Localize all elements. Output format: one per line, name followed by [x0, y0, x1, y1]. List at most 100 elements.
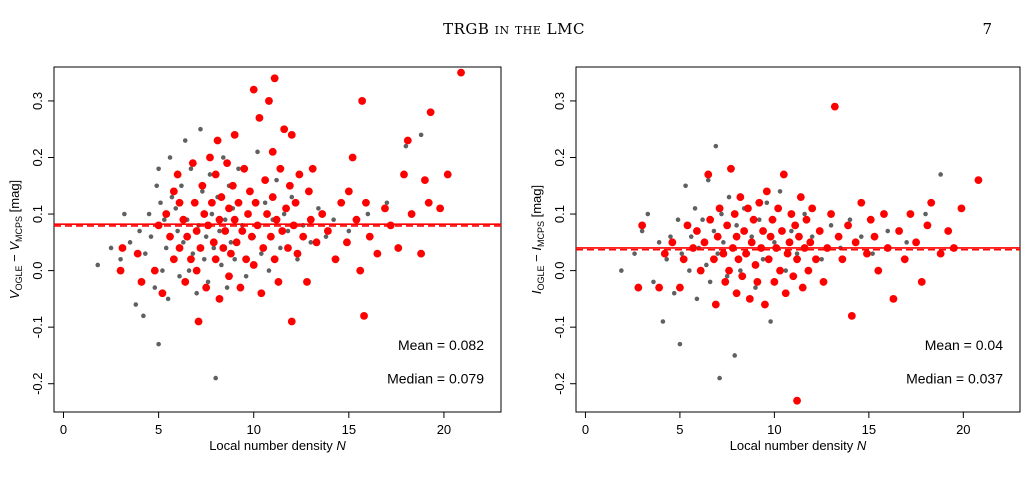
red-point	[900, 255, 909, 264]
red-point	[804, 266, 813, 275]
red-point	[912, 238, 920, 247]
red-point	[242, 255, 251, 264]
gray-point	[656, 240, 662, 245]
red-point	[457, 68, 465, 77]
red-point	[280, 125, 289, 134]
red-point	[812, 255, 820, 264]
red-point	[365, 232, 374, 241]
red-point	[257, 289, 266, 298]
x-axis-label: Local number density N	[209, 438, 346, 453]
gray-point	[749, 234, 755, 239]
red-point	[426, 108, 435, 117]
red-point	[736, 193, 745, 201]
red-point	[225, 272, 233, 281]
y-label-main2: V	[7, 241, 22, 251]
red-point	[793, 396, 801, 405]
gray-point	[179, 183, 184, 189]
y-tick-label: -0.2	[30, 373, 45, 395]
y-label-main: I	[529, 290, 544, 294]
gray-point	[632, 251, 637, 256]
running-title: TRGB in the LMC	[0, 20, 1028, 38]
gray-point	[384, 200, 390, 206]
red-point	[870, 232, 879, 241]
red-point	[974, 176, 983, 185]
red-point	[880, 210, 888, 218]
gray-point	[122, 211, 127, 217]
gray-point	[923, 211, 928, 217]
red-point	[188, 159, 197, 168]
y-tick-label: 0.0	[30, 262, 45, 280]
gray-point	[190, 251, 196, 256]
red-point	[866, 215, 875, 224]
red-point	[312, 238, 321, 247]
red-point	[895, 227, 903, 235]
red-point	[352, 215, 361, 224]
red-point	[676, 283, 684, 292]
red-point	[436, 204, 445, 213]
gray-point	[156, 166, 161, 172]
red-point	[957, 204, 966, 213]
gray-point	[127, 240, 133, 245]
y-axis-label: IOGLE − IMCPS [mag]	[529, 185, 546, 294]
gray-point	[143, 251, 148, 256]
median-annotation: Median = 0.037	[906, 371, 1003, 387]
x-tick-label: 10	[246, 422, 260, 437]
gray-point	[167, 155, 173, 160]
red-point	[638, 221, 647, 230]
red-point	[249, 85, 258, 94]
y-tick-label: 0.1	[552, 205, 567, 223]
gray-point	[819, 256, 824, 262]
gray-point	[219, 262, 224, 268]
red-point	[802, 215, 811, 224]
gray-point	[719, 211, 724, 217]
red-point	[244, 210, 252, 218]
red-point	[274, 278, 283, 286]
gray-point	[200, 189, 205, 194]
gray-point	[789, 228, 794, 234]
red-point	[293, 249, 302, 258]
gray-point	[713, 143, 719, 149]
y-label-sub2: MCPS	[536, 221, 546, 247]
gray-point	[651, 279, 656, 285]
red-point	[246, 187, 254, 196]
gray-point	[209, 211, 215, 217]
red-point	[808, 204, 817, 213]
red-point	[742, 249, 750, 258]
y-label-unit: [mag]	[7, 180, 22, 216]
red-point	[693, 227, 701, 235]
red-point	[766, 232, 775, 241]
red-point	[232, 238, 241, 247]
red-point	[778, 227, 786, 235]
gray-point	[146, 211, 152, 217]
y-tick-label: -0.1	[30, 316, 45, 338]
red-point	[192, 266, 201, 275]
gray-point	[802, 211, 807, 217]
gray-point	[182, 138, 188, 143]
red-point	[660, 249, 669, 258]
red-point	[263, 210, 271, 218]
gray-point	[177, 273, 182, 279]
gray-point	[95, 262, 101, 268]
gray-point	[403, 143, 409, 149]
red-point	[917, 278, 926, 286]
median-annotation: Median = 0.079	[387, 371, 484, 387]
red-point	[747, 238, 756, 247]
gray-point	[203, 234, 209, 239]
red-point	[211, 170, 220, 179]
red-point	[240, 164, 249, 173]
red-point	[381, 204, 389, 213]
red-point	[838, 255, 847, 264]
gray-point	[228, 240, 234, 245]
red-point	[169, 255, 178, 264]
red-point	[711, 300, 720, 309]
x-tick-label: 20	[956, 422, 970, 437]
red-point	[183, 232, 192, 241]
red-point	[443, 170, 452, 179]
title-prefix: TRGB	[443, 20, 490, 38]
gray-point	[316, 206, 321, 211]
red-point	[768, 215, 777, 224]
scatter-chart-i-difference: 0 5 10 15 20 -0.2 -0.1 0.0 0.1 0.2 0.3 Local number…	[529, 66, 1021, 453]
red-point	[755, 198, 764, 207]
x-axis-label-text: Local number density	[209, 438, 336, 453]
gray-point	[278, 245, 283, 251]
